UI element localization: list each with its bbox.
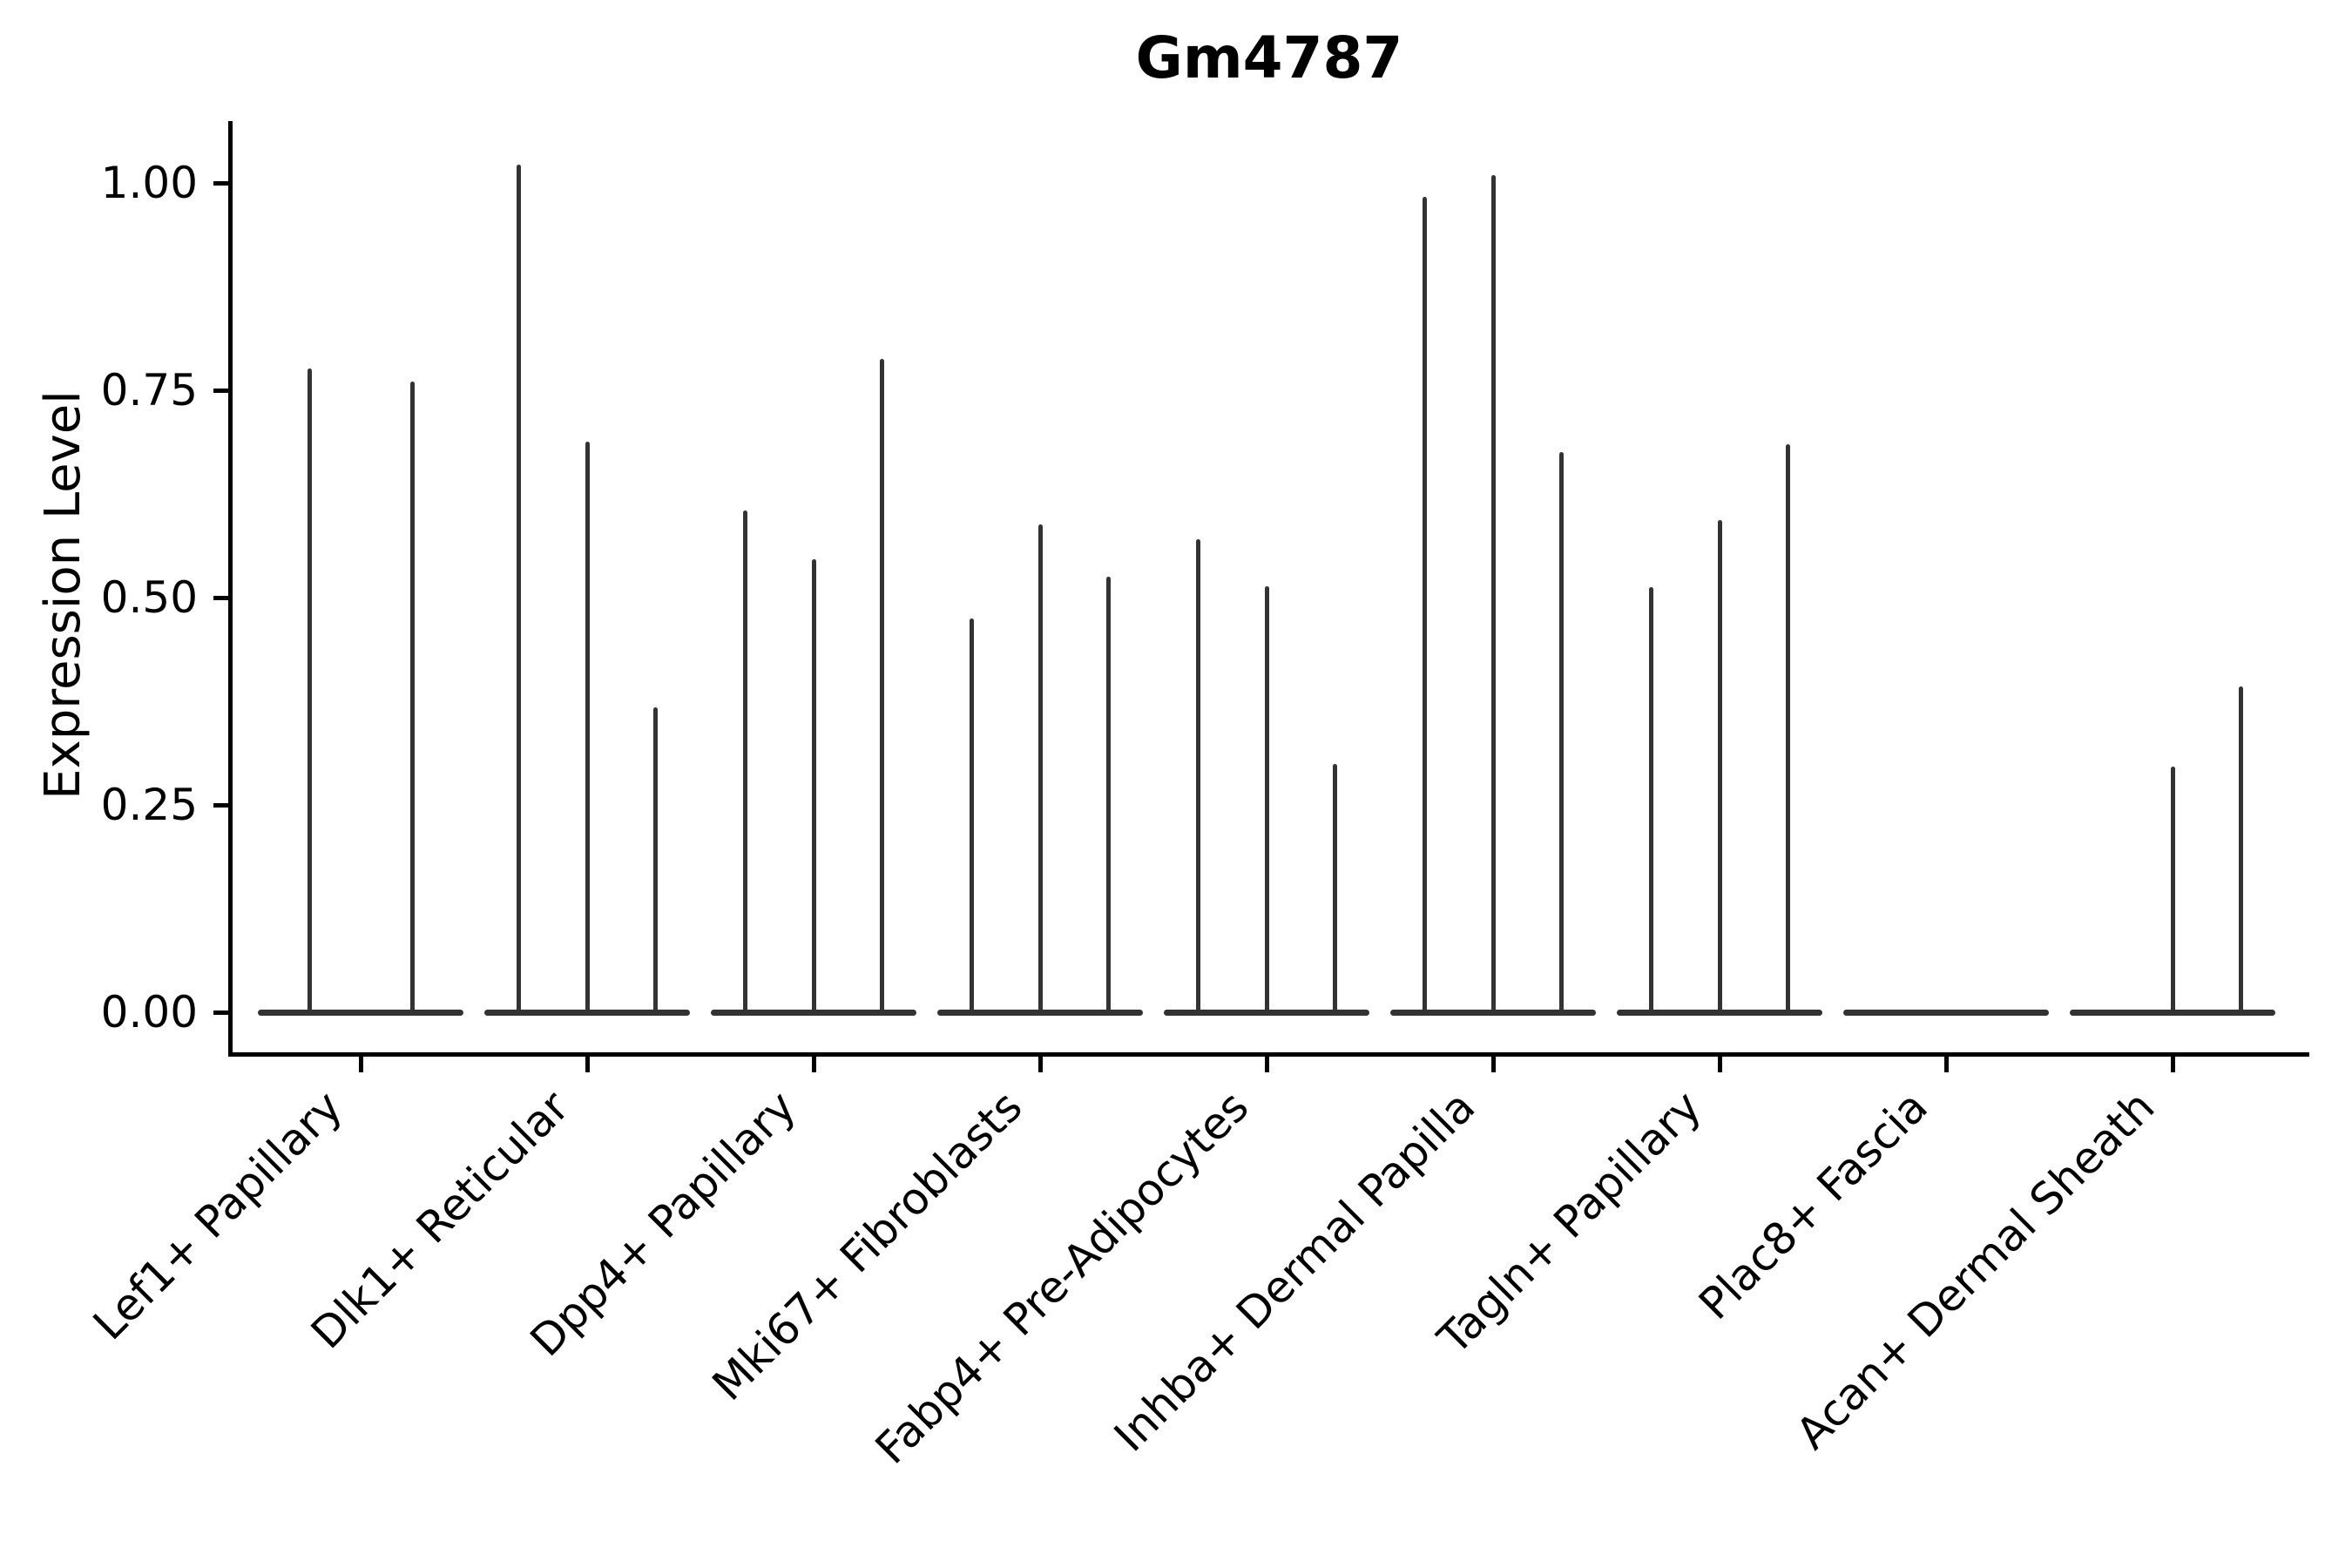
x-tick-mark — [1491, 1057, 1496, 1072]
y-tick-label: 0.00 — [100, 987, 198, 1037]
violin-spike-acan-dermal-sheath-3 — [2239, 686, 2244, 1015]
x-tick-mark — [1038, 1057, 1043, 1072]
y-tick-label: 1.00 — [100, 158, 198, 208]
violin-spike-fabp4-pre-adipocytes-2 — [1264, 585, 1269, 1015]
violin-spike-mki67-fibroblasts-1 — [969, 618, 974, 1015]
violin-baseline-plac8-fascia — [1843, 1010, 2049, 1016]
violin-spike-dpp4-papillary-1 — [742, 510, 747, 1015]
y-tick-label: 0.25 — [100, 780, 198, 830]
violin-spike-inhba-dermal-papilla-1 — [1422, 197, 1427, 1015]
violin-spike-dpp4-papillary-2 — [811, 559, 816, 1015]
violin-spike-mki67-fibroblasts-3 — [1106, 577, 1112, 1015]
violin-spike-acan-dermal-sheath-2 — [2170, 767, 2175, 1015]
y-tick-mark — [213, 803, 228, 808]
violin-spike-lef1-papillary-1 — [307, 368, 312, 1015]
x-tick-label-lef1-papillary: Lef1+ Papillary — [84, 1081, 353, 1350]
violin-spike-lef1-papillary-2 — [409, 382, 415, 1015]
x-tick-mark — [1265, 1057, 1269, 1072]
violin-spike-dlk1-reticular-1 — [516, 165, 521, 1015]
violin-spike-fabp4-pre-adipocytes-3 — [1333, 764, 1338, 1015]
violin-spike-mki67-fibroblasts-2 — [1037, 524, 1043, 1015]
x-tick-mark — [2171, 1057, 2175, 1072]
x-tick-label-inhba-dermal-papilla: Inhba+ Dermal Papilla — [1105, 1081, 1485, 1462]
y-tick-mark — [213, 596, 228, 600]
violin-spike-inhba-dermal-papilla-3 — [1559, 452, 1565, 1015]
violin-spike-fabp4-pre-adipocytes-1 — [1195, 539, 1200, 1015]
y-tick-mark — [213, 1010, 228, 1015]
violin-spike-dlk1-reticular-3 — [653, 706, 659, 1015]
y-tick-label: 0.50 — [100, 572, 198, 623]
violin-spike-tagln-papillary-3 — [1786, 443, 1791, 1015]
x-tick-mark — [1718, 1057, 1722, 1072]
x-tick-mark — [812, 1057, 816, 1072]
violin-spike-dpp4-papillary-3 — [880, 358, 885, 1015]
violin-spike-tagln-papillary-1 — [1648, 586, 1653, 1015]
y-tick-mark — [213, 389, 228, 393]
x-tick-label-fabp4-pre-adipocytes: Fabp4+ Pre-Adipocytes — [865, 1081, 1259, 1474]
x-tick-label-plac8-fascia: Plac8+ Fascia — [1689, 1081, 1938, 1330]
x-tick-mark — [585, 1057, 590, 1072]
y-axis-spine — [228, 121, 233, 1057]
x-tick-mark — [359, 1057, 363, 1072]
violin-spike-tagln-papillary-2 — [1717, 520, 1722, 1015]
violin-baseline-lef1-papillary — [258, 1010, 463, 1016]
chart-title: Gm4787 — [1135, 24, 1403, 91]
y-tick-mark — [213, 181, 228, 186]
violin-spike-inhba-dermal-papilla-2 — [1490, 175, 1496, 1015]
x-tick-mark — [1944, 1057, 1949, 1072]
violin-spike-dlk1-reticular-2 — [585, 442, 590, 1015]
y-tick-label: 0.75 — [100, 365, 198, 416]
x-axis-spine — [228, 1052, 2309, 1057]
